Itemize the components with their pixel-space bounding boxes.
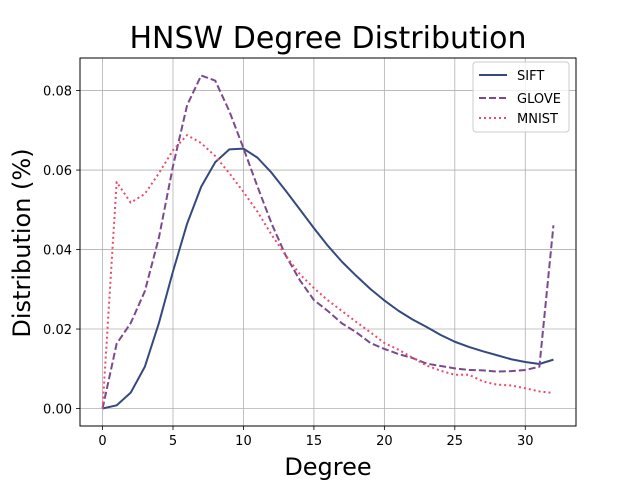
y-tick-label: 0.02 [43,323,72,338]
grid [80,58,576,426]
x-tick-label: 20 [376,434,393,449]
chart-title: HNSW Degree Distribution [130,21,527,56]
x-axis-title: Degree [284,453,371,480]
series-line-mnist [101,134,554,409]
plot-frame [79,57,577,427]
y-axis-title: Distribution (%) [8,148,36,337]
y-tick-label: 0.08 [43,85,72,100]
x-tick-label: 30 [517,434,534,449]
x-tick-label: 15 [306,434,323,449]
x-tick-label: 5 [169,434,177,449]
legend-label-mnist: MNIST [517,112,558,127]
x-tick-label: 0 [98,434,106,449]
legend: SIFT GLOVE MNIST [472,61,570,133]
x-tick-label: 25 [447,434,464,449]
series-layer [101,74,555,410]
x-tick-label: 10 [235,434,252,449]
series-line-sift [102,147,554,410]
y-tick-label: 0.06 [43,164,72,179]
y-tick-label: 0.00 [43,403,72,418]
legend-label-glove: GLOVE [517,92,561,107]
y-tick-label: 0.04 [43,244,72,259]
legend-label-sift: SIFT [517,69,544,84]
ticks: 0 5 10 15 20 25 30 0.00 0.02 0.04 0.06 0.08 [43,85,533,449]
legend-box [472,61,570,133]
